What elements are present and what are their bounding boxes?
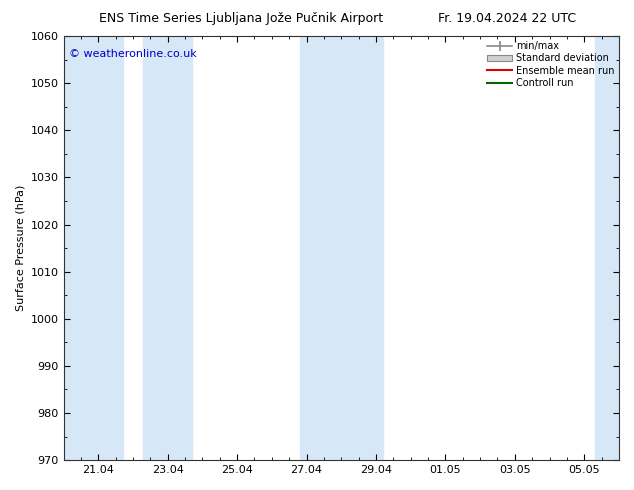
Text: ENS Time Series Ljubljana Jože Pučnik Airport: ENS Time Series Ljubljana Jože Pučnik Ai… — [99, 12, 383, 25]
Bar — [143, 36, 192, 460]
Y-axis label: Surface Pressure (hPa): Surface Pressure (hPa) — [15, 185, 25, 311]
Text: © weatheronline.co.uk: © weatheronline.co.uk — [69, 49, 197, 59]
Text: Fr. 19.04.2024 22 UTC: Fr. 19.04.2024 22 UTC — [438, 12, 576, 25]
Bar — [300, 36, 383, 460]
Bar — [63, 36, 122, 460]
Bar — [595, 36, 619, 460]
Legend: min/max, Standard deviation, Ensemble mean run, Controll run: min/max, Standard deviation, Ensemble me… — [486, 39, 616, 90]
